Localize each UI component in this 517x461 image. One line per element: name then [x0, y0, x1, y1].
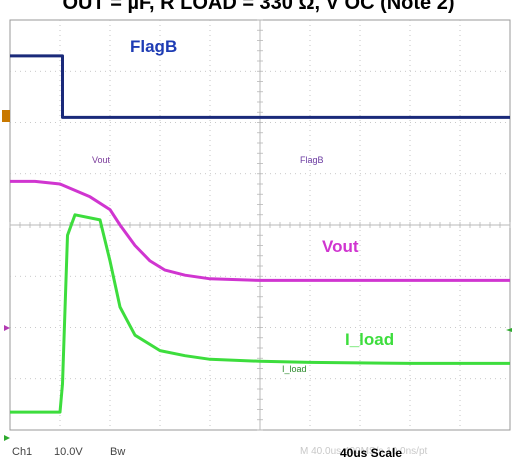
ch1-volts: 10.0V [54, 446, 83, 458]
status-bar: Ch1 10.0V Bw M 40.0us 400MS/s 10.0ns/pt … [0, 440, 517, 461]
ch1-ground-marker [2, 110, 10, 122]
page-title: OUT = µF, R LOAD = 330 Ω, V OC (Note 2) [62, 0, 455, 14]
trace-layer [9, 54, 511, 414]
trace-labels: FlagB FlagB Vout Vout I_load I_load [92, 37, 394, 374]
bandwidth-label: Bw [110, 446, 126, 458]
scale-label: 40us Scale [340, 446, 403, 460]
trace-tag-i-load: I_load [282, 364, 307, 374]
legend-label-vout: Vout [322, 237, 359, 256]
trace-vout [10, 179, 510, 282]
channel-markers [2, 110, 512, 441]
trace-flagb [10, 54, 510, 119]
trace-tag-flagb: FlagB [300, 155, 324, 165]
graticule [9, 19, 511, 431]
trace-tag-vout: Vout [92, 155, 111, 165]
legend-label-flagb: FlagB [130, 37, 177, 56]
ch3-ground-marker [4, 435, 10, 441]
legend-label-i-load: I_load [345, 330, 394, 349]
trigger-level-marker [506, 328, 512, 332]
ch2-ground-marker [4, 325, 10, 331]
trace-i-load [10, 213, 510, 414]
ch1-label: Ch1 [12, 446, 33, 458]
timebase-readout: M 40.0us 400MS/s 10.0ns/pt [300, 446, 428, 457]
